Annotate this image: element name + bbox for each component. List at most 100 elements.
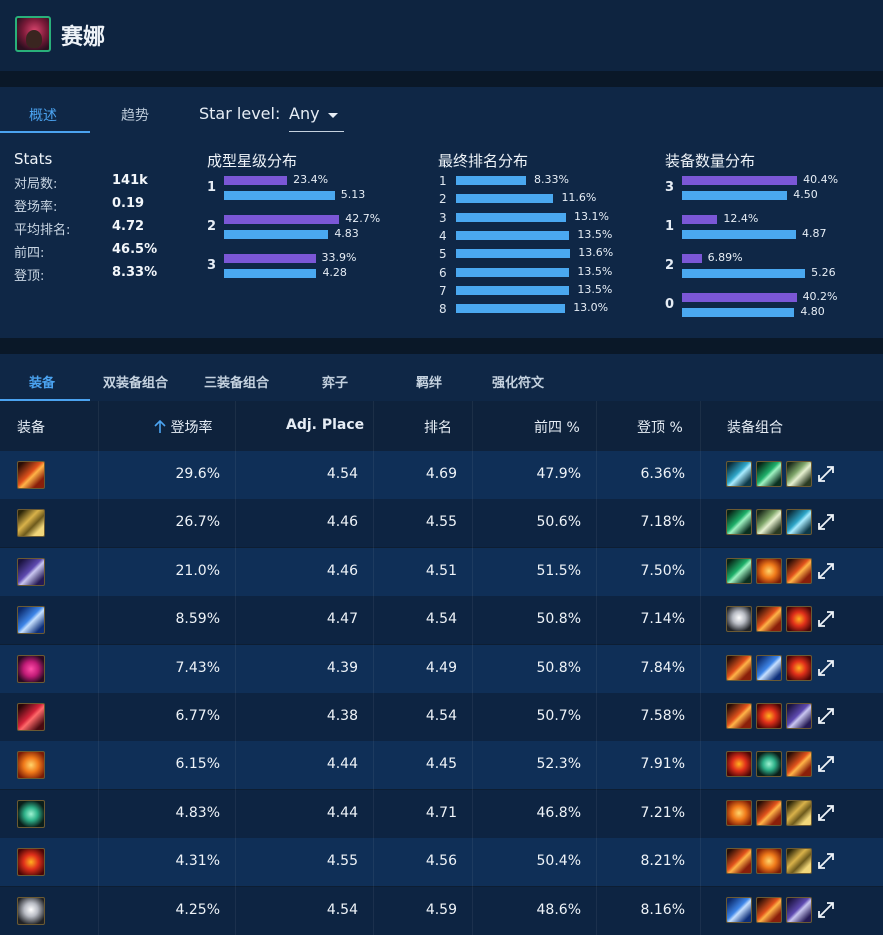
col-combos[interactable]: 装备组合 bbox=[727, 420, 783, 436]
pink-mask-icon[interactable] bbox=[17, 654, 45, 683]
avg-label: 4.28 bbox=[322, 266, 347, 279]
dark-spear-icon[interactable] bbox=[786, 896, 812, 923]
adj-place-value: 4.39 bbox=[326, 659, 358, 676]
fire-bolt-icon[interactable] bbox=[726, 799, 752, 826]
place-pct: 13.5% bbox=[577, 264, 613, 278]
red-orb-icon[interactable] bbox=[786, 606, 812, 633]
table-row[interactable]: 6.77% 4.38 4.54 50.7% 7.58% bbox=[0, 693, 883, 741]
golden-claw-icon[interactable] bbox=[786, 848, 812, 875]
play-rate-value: 21.0% bbox=[175, 562, 220, 579]
tab-items[interactable]: 装备 bbox=[29, 376, 56, 391]
pct-label: 42.7% bbox=[345, 212, 381, 225]
adj-place-value: 4.38 bbox=[326, 708, 358, 724]
fire-blade-icon[interactable] bbox=[726, 654, 752, 681]
detail-tabs: 装备 双装备组合 三装备组合 弈子 羁绊 强化符文 bbox=[0, 354, 883, 401]
white-ghost-icon[interactable] bbox=[726, 606, 752, 633]
place-bar bbox=[456, 285, 570, 295]
red-orb-icon[interactable] bbox=[756, 703, 782, 729]
col-win[interactable]: 登顶 % bbox=[637, 420, 683, 436]
table-row[interactable]: 4.83% 4.44 4.71 46.8% 7.21% bbox=[0, 789, 883, 838]
tab-overview[interactable]: 概述 bbox=[29, 108, 57, 124]
table-row[interactable]: 26.7% 4.46 4.55 50.6% 7.18% bbox=[0, 499, 883, 548]
place-label: 5 bbox=[439, 247, 447, 262]
expand-arrows-icon[interactable] bbox=[816, 900, 836, 920]
dark-spear-icon[interactable] bbox=[786, 703, 812, 729]
fire-blade-icon[interactable] bbox=[726, 848, 752, 875]
stat-value: 141k bbox=[112, 173, 148, 188]
overview-panel: 概述 趋势 Star level: Any Stats 对局数: 141k 登场率:… bbox=[0, 87, 883, 338]
table-row[interactable]: 29.6% 4.54 4.69 47.9% 6.36% bbox=[0, 451, 883, 499]
green-hand-icon[interactable] bbox=[726, 557, 752, 584]
fire-blade-icon[interactable] bbox=[726, 703, 752, 729]
table-row[interactable]: 8.59% 4.47 4.54 50.8% 7.14% bbox=[0, 596, 883, 645]
table-row[interactable]: 6.15% 4.44 4.45 52.3% 7.91% bbox=[0, 741, 883, 790]
col-adj-place[interactable]: Adj. Place bbox=[286, 417, 365, 433]
arrow-up-icon bbox=[154, 419, 166, 433]
col-place[interactable]: 排名 bbox=[424, 420, 452, 436]
tab-item-triples[interactable]: 三装备组合 bbox=[204, 376, 270, 391]
tab-item-pairs[interactable]: 双装备组合 bbox=[103, 376, 169, 391]
tab-units[interactable]: 弈子 bbox=[322, 376, 349, 391]
table-row[interactable]: 7.43% 4.39 4.49 50.8% 7.84% bbox=[0, 644, 883, 693]
golden-claw-icon[interactable] bbox=[17, 509, 45, 538]
green-hand-icon[interactable] bbox=[756, 461, 782, 487]
red-orb-icon[interactable] bbox=[786, 654, 812, 681]
green-serpent-icon[interactable] bbox=[17, 799, 45, 828]
expand-arrows-icon[interactable] bbox=[816, 658, 836, 678]
fire-blade-icon[interactable] bbox=[756, 896, 782, 923]
blue-wave-icon[interactable] bbox=[726, 896, 752, 923]
play-rate-value: 4.83% bbox=[175, 804, 220, 821]
fire-blade-icon[interactable] bbox=[786, 751, 812, 778]
fire-blade-icon[interactable] bbox=[786, 557, 812, 584]
white-ghost-icon[interactable] bbox=[17, 896, 45, 925]
red-claw-icon[interactable] bbox=[17, 703, 45, 731]
blue-wave-icon[interactable] bbox=[756, 654, 782, 681]
expand-arrows-icon[interactable] bbox=[816, 851, 836, 871]
col-play-rate[interactable]: 登场率 bbox=[154, 417, 212, 437]
fire-bolt-icon[interactable] bbox=[756, 557, 782, 584]
expand-arrows-icon[interactable] bbox=[816, 754, 836, 774]
fire-blade-icon[interactable] bbox=[756, 799, 782, 826]
tab-traits[interactable]: 羁绊 bbox=[416, 376, 443, 391]
teal-claw-icon[interactable] bbox=[726, 461, 752, 487]
red-orb-icon[interactable] bbox=[726, 751, 752, 778]
tab-augments[interactable]: 强化符文 bbox=[492, 376, 545, 391]
overview-tabs: 概述 趋势 Star level: Any bbox=[0, 87, 883, 133]
expand-arrows-icon[interactable] bbox=[816, 803, 836, 823]
expand-arrows-icon[interactable] bbox=[816, 512, 836, 532]
table-row[interactable]: 4.25% 4.54 4.59 48.6% 8.16% bbox=[0, 886, 883, 935]
place-dist-title: 最终排名分布 bbox=[438, 152, 529, 170]
red-orb-icon[interactable] bbox=[17, 848, 45, 877]
dark-spear-icon[interactable] bbox=[17, 557, 45, 586]
expand-arrows-icon[interactable] bbox=[816, 609, 836, 629]
fire-blade-icon[interactable] bbox=[756, 606, 782, 633]
win-value: 8.16% bbox=[640, 901, 685, 918]
star-level-select[interactable]: Any bbox=[289, 104, 344, 132]
top4-value: 50.8% bbox=[536, 611, 581, 628]
expand-arrows-icon[interactable] bbox=[816, 464, 836, 484]
golden-claw-icon[interactable] bbox=[786, 799, 812, 826]
win-value: 7.91% bbox=[640, 756, 685, 773]
col-item[interactable]: 装备 bbox=[17, 420, 45, 436]
teal-claw-icon[interactable] bbox=[786, 509, 812, 536]
expand-arrows-icon[interactable] bbox=[816, 561, 836, 581]
blue-wave-icon[interactable] bbox=[17, 606, 45, 635]
green-hand-icon[interactable] bbox=[726, 509, 752, 536]
blade-grip-icon[interactable] bbox=[786, 461, 812, 487]
win-value: 7.14% bbox=[640, 611, 685, 628]
item-count-dist-title: 装备数量分布 bbox=[665, 152, 756, 170]
win-value: 7.50% bbox=[640, 562, 685, 579]
fire-bolt-icon[interactable] bbox=[17, 751, 45, 780]
green-serpent-icon[interactable] bbox=[756, 751, 782, 778]
play-rate-value: 7.43% bbox=[175, 659, 220, 676]
col-top4[interactable]: 前四 % bbox=[534, 420, 580, 436]
expand-arrows-icon[interactable] bbox=[816, 706, 836, 726]
table-row[interactable]: 4.31% 4.55 4.56 50.4% 8.21% bbox=[0, 838, 883, 887]
col-play-rate-label: 登场率 bbox=[170, 420, 213, 436]
top4-value: 50.6% bbox=[536, 514, 581, 531]
fire-blade-icon[interactable] bbox=[17, 461, 45, 489]
blade-grip-icon[interactable] bbox=[756, 509, 782, 536]
tab-trend[interactable]: 趋势 bbox=[121, 108, 149, 124]
table-row[interactable]: 21.0% 4.46 4.51 51.5% 7.50% bbox=[0, 547, 883, 596]
fire-bolt-icon[interactable] bbox=[756, 848, 782, 875]
